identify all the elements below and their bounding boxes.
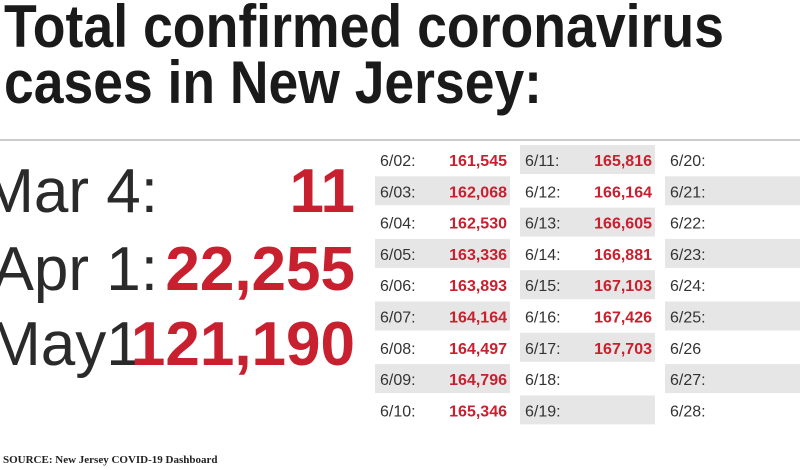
row-cases: 167,703 <box>594 341 652 358</box>
row-date: 6/27: <box>670 372 706 389</box>
row-cases: 166,164 <box>594 184 652 201</box>
row-cases: 163,336 <box>449 247 507 264</box>
row-cases: 161,545 <box>449 153 507 170</box>
row-date: 6/23: <box>670 247 706 264</box>
row-date: 6/20: <box>670 153 706 170</box>
row-shade <box>520 270 655 300</box>
row-shade <box>520 395 655 425</box>
row-cases: 166,881 <box>594 247 652 264</box>
row-date: 6/03: <box>380 184 416 201</box>
row-date: 6/24: <box>670 278 706 295</box>
row-shade <box>665 238 800 268</box>
row-shade <box>375 176 510 206</box>
row-cases: 164,497 <box>449 341 507 358</box>
row-date: 6/21: <box>670 184 706 201</box>
row-date: 6/06: <box>380 278 416 295</box>
row-cases: 163,893 <box>449 278 507 295</box>
row-cases: 165,816 <box>594 153 652 170</box>
milestone-cases: 121,190 <box>131 310 355 379</box>
row-shade <box>665 364 800 394</box>
row-shade <box>375 238 510 268</box>
row-shade <box>665 176 800 206</box>
row-date: 6/08: <box>380 341 416 358</box>
row-date: 6/16: <box>525 310 561 327</box>
row-date: 6/26 <box>670 341 701 358</box>
row-shade <box>665 301 800 331</box>
row-cases: 167,426 <box>594 310 652 327</box>
row-cases: 167,103 <box>594 278 652 295</box>
milestone-cases: 11 <box>289 157 355 226</box>
row-date: 6/05: <box>380 247 416 264</box>
row-shade <box>520 145 655 174</box>
row-date: 6/18: <box>525 372 561 389</box>
row-date: 6/17: <box>525 341 561 358</box>
title-line: Total confirmed coronavirus <box>4 0 724 60</box>
row-shade <box>520 332 655 362</box>
row-date: 6/04: <box>380 216 416 233</box>
row-cases: 166,605 <box>594 216 652 233</box>
milestone-date: Apr 1: <box>0 235 158 304</box>
row-date: 6/28: <box>670 403 706 420</box>
row-date: 6/02: <box>380 153 416 170</box>
milestone-cases: 22,255 <box>165 235 355 304</box>
row-cases: 165,346 <box>449 403 507 420</box>
row-cases: 164,164 <box>449 310 507 327</box>
milestone-date: Mar 4: <box>0 157 158 226</box>
row-date: 6/22: <box>670 216 706 233</box>
row-date: 6/25: <box>670 310 706 327</box>
row-shade <box>375 301 510 331</box>
row-shade <box>375 364 510 394</box>
row-date: 6/11: <box>525 153 559 170</box>
row-cases: 162,530 <box>449 216 507 233</box>
row-cases: 164,796 <box>449 372 507 389</box>
row-date: 6/15: <box>525 278 561 295</box>
title-line: cases in New Jersey: <box>4 49 542 116</box>
row-shade <box>520 207 655 237</box>
row-date: 6/12: <box>525 184 561 201</box>
row-date: 6/07: <box>380 310 416 327</box>
milestone-date: May1: <box>0 310 158 379</box>
row-date: 6/10: <box>380 403 416 420</box>
row-date: 6/13: <box>525 216 561 233</box>
source: SOURCE: New Jersey COVID-19 Dashboard <box>3 454 218 466</box>
row-date: 6/19: <box>525 403 561 420</box>
row-cases: 162,068 <box>449 184 507 201</box>
row-date: 6/14: <box>525 247 561 264</box>
row-date: 6/09: <box>380 372 416 389</box>
